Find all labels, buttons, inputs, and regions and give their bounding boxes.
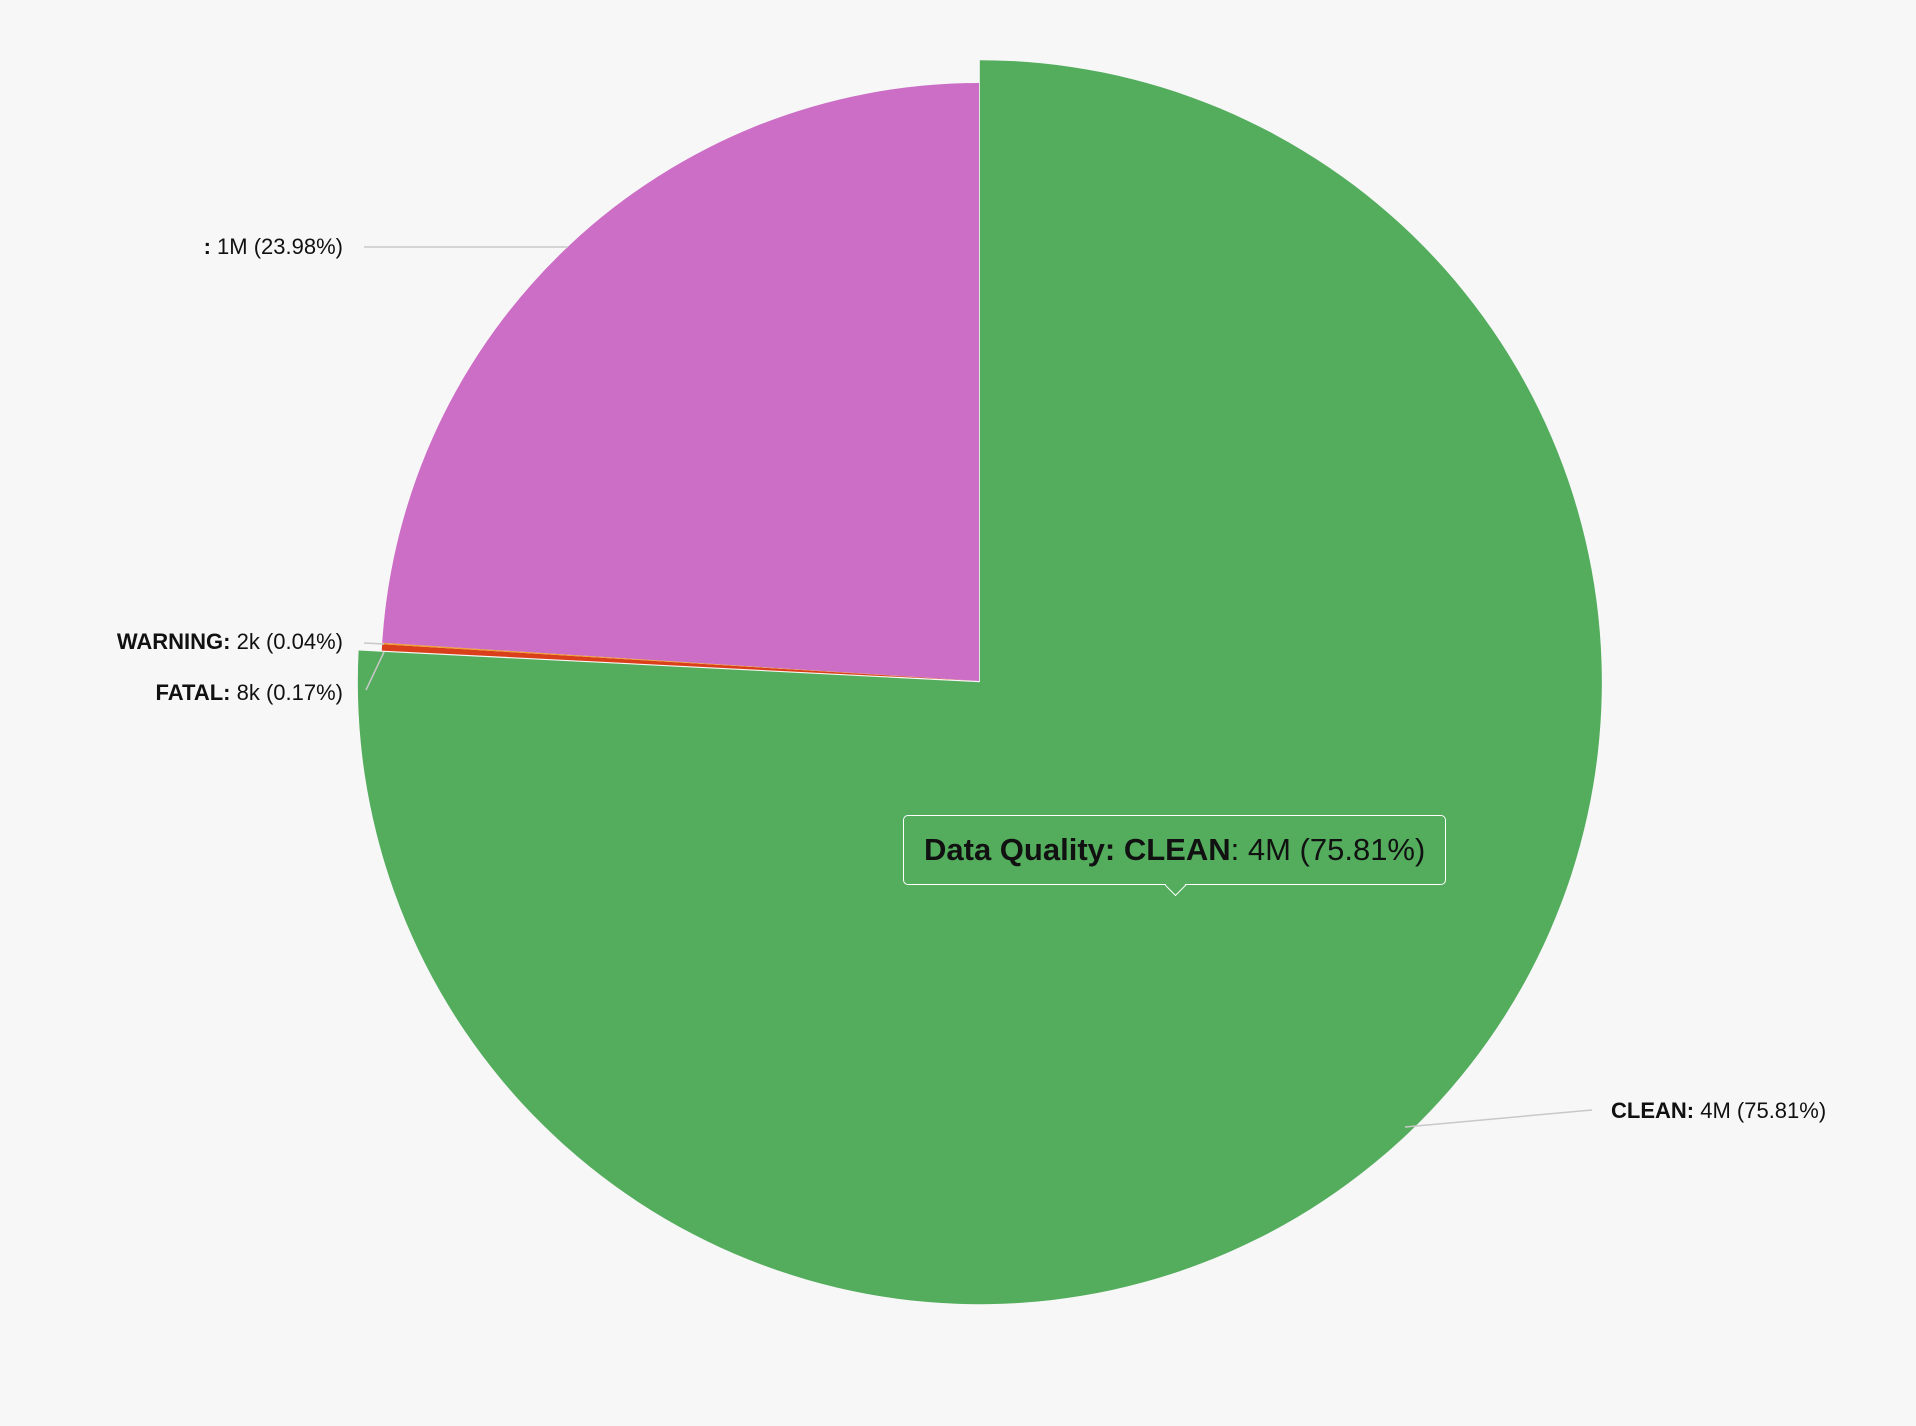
slice-labels: CLEAN: 4M (75.81%) FATAL: 8k (0.17%) WARNI… (117, 234, 1826, 1123)
leader-line-warning (363, 642, 385, 645)
slice-label-clean: CLEAN: 4M (75.81%) (1611, 1098, 1826, 1123)
slice-label-value: 8k (0.17%) (237, 680, 343, 705)
leader-lines (363, 246, 1593, 1128)
pie-slice-clean[interactable] (357, 60, 1602, 1305)
slice-label-name: CLEAN: (1611, 1098, 1700, 1123)
slice-label-name: : (204, 234, 217, 259)
slice-label-empty: : 1M (23.98%) (204, 234, 343, 259)
tooltip-value: 4M (1247, 832, 1291, 867)
hover-tooltip: Data Quality: CLEAN: 4M (75.81%) (903, 815, 1447, 897)
leader-line-clean (1404, 1109, 1593, 1128)
slice-label-value: 4M (75.81%) (1700, 1098, 1826, 1123)
tooltip-colon: : (1230, 832, 1248, 867)
slice-label-name: FATAL: (156, 680, 237, 705)
pie-slice-fatal[interactable] (381, 644, 979, 681)
tooltip-close-paren: ) (1415, 832, 1426, 867)
slice-label-fatal: FATAL: 8k (0.17%) (156, 680, 343, 705)
slice-label-value: 1M (23.98%) (217, 234, 343, 259)
slice-label-warning: WARNING: 2k (0.04%) (117, 629, 343, 654)
slice-label-value: 2k (0.04%) (237, 629, 343, 654)
slice-label-name: WARNING: (117, 629, 237, 654)
tooltip-separator: : (1104, 832, 1124, 867)
tooltip-series: Data Quality (924, 832, 1105, 867)
tooltip-percent: 75.81% (1309, 832, 1415, 867)
leader-line-fatal (365, 651, 385, 691)
pie-slice-warning[interactable] (382, 642, 979, 681)
tooltip-slice-name: CLEAN (1123, 832, 1231, 867)
pie-slice-empty[interactable] (382, 83, 979, 681)
pie-slices (357, 60, 1602, 1305)
tooltip-space: ( (1290, 832, 1310, 867)
